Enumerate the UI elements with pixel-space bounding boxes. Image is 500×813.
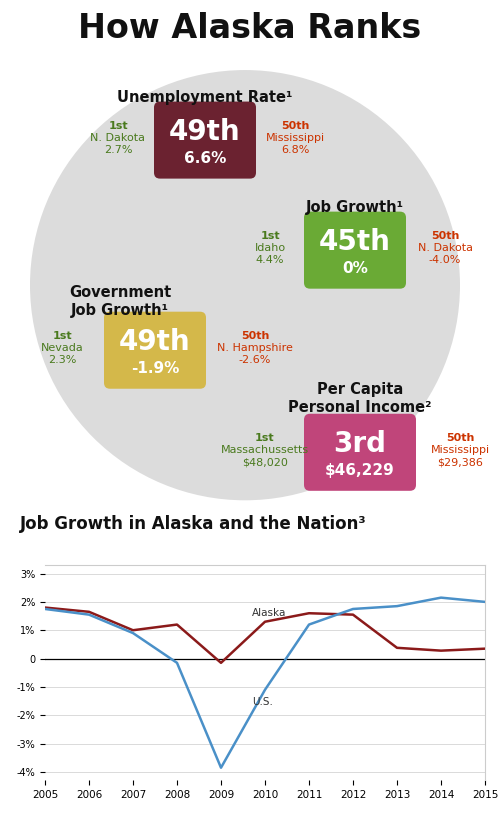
FancyBboxPatch shape — [104, 311, 206, 389]
Text: Job Growth¹: Job Growth¹ — [306, 200, 404, 215]
Text: -4.0%: -4.0% — [429, 255, 461, 265]
Text: 1st: 1st — [108, 121, 128, 131]
Text: 45th: 45th — [319, 228, 391, 256]
Text: N. Dakota: N. Dakota — [90, 133, 146, 143]
Text: 49th: 49th — [169, 118, 241, 146]
Text: $29,386: $29,386 — [437, 457, 483, 467]
Text: U.S.: U.S. — [252, 698, 272, 707]
Text: Mississippi: Mississippi — [430, 446, 490, 455]
Text: Massachussetts: Massachussetts — [221, 446, 309, 455]
Text: -1.9%: -1.9% — [131, 361, 179, 376]
Text: Government
Job Growth¹: Government Job Growth¹ — [69, 285, 171, 318]
Text: N. Dakota: N. Dakota — [418, 243, 472, 253]
Text: Unemployment Rate¹: Unemployment Rate¹ — [117, 90, 293, 105]
Text: 6.6%: 6.6% — [184, 150, 226, 166]
Text: 2.3%: 2.3% — [48, 355, 76, 365]
Text: Alaska: Alaska — [252, 608, 286, 618]
Text: Per Capita
Personal Income²: Per Capita Personal Income² — [288, 382, 432, 415]
Text: 1st: 1st — [260, 231, 280, 241]
Text: Mississippi: Mississippi — [266, 133, 324, 143]
Text: Job Growth in Alaska and the Nation³: Job Growth in Alaska and the Nation³ — [20, 515, 366, 533]
FancyBboxPatch shape — [304, 211, 406, 289]
Text: 50th: 50th — [446, 433, 474, 443]
Text: N. Hampshire: N. Hampshire — [217, 343, 293, 353]
Text: Nevada: Nevada — [40, 343, 84, 353]
Text: 6.8%: 6.8% — [281, 145, 309, 155]
Text: How Alaska Ranks: How Alaska Ranks — [78, 12, 422, 45]
Text: 2.7%: 2.7% — [104, 145, 132, 155]
Text: 49th: 49th — [119, 328, 191, 356]
Text: 1st: 1st — [52, 331, 72, 341]
Text: -2.6%: -2.6% — [239, 355, 271, 365]
Text: Idaho: Idaho — [254, 243, 286, 253]
Text: $46,229: $46,229 — [325, 463, 395, 478]
Text: 50th: 50th — [281, 121, 309, 131]
FancyBboxPatch shape — [154, 102, 256, 179]
Ellipse shape — [30, 70, 460, 500]
Text: 4.4%: 4.4% — [256, 255, 284, 265]
Text: 50th: 50th — [431, 231, 459, 241]
Text: $48,020: $48,020 — [242, 457, 288, 467]
Text: 3rd: 3rd — [334, 430, 386, 459]
Text: 50th: 50th — [241, 331, 269, 341]
FancyBboxPatch shape — [304, 414, 416, 491]
Text: 1st: 1st — [255, 433, 275, 443]
Text: 0%: 0% — [342, 261, 368, 276]
